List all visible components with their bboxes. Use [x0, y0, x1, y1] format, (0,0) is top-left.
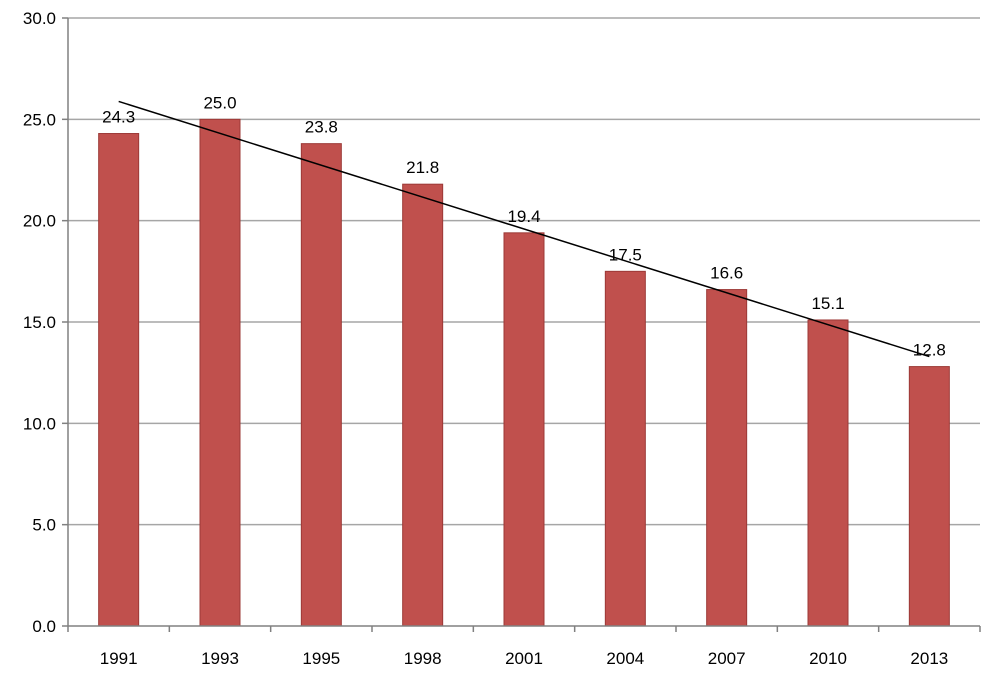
- bar-1998: [402, 183, 444, 627]
- bar-1993: [199, 118, 241, 627]
- trendline-group: [118, 100, 930, 358]
- bar-2004: [604, 270, 646, 627]
- y-tick-label: 20.0: [23, 212, 56, 231]
- x-tick-label-2010: 2010: [809, 649, 847, 668]
- y-tick-label: 25.0: [23, 110, 56, 129]
- data-label-2004: 17.5: [609, 245, 642, 264]
- bar-2013: [908, 366, 950, 627]
- x-tick-label-2004: 2004: [606, 649, 644, 668]
- y-tick-label: 10.0: [23, 414, 56, 433]
- x-tick-label-1993: 1993: [201, 649, 239, 668]
- data-label-1995: 23.8: [305, 118, 338, 137]
- data-label-1991: 24.3: [102, 108, 135, 127]
- y-axis: 0.0 5.0 10.0 15.0 20.0 25.0 30.0: [23, 9, 69, 636]
- x-tick-label-1991: 1991: [100, 649, 138, 668]
- data-label-1998: 21.8: [406, 158, 439, 177]
- x-tick-label-2013: 2013: [910, 649, 948, 668]
- bars: [98, 118, 950, 627]
- bar-2007: [706, 289, 748, 627]
- bar-2010: [807, 319, 849, 627]
- x-tick-label-2001: 2001: [505, 649, 543, 668]
- data-label-2001: 19.4: [507, 207, 540, 226]
- bar-1991: [98, 133, 140, 627]
- y-tick-label: 30.0: [23, 9, 56, 28]
- data-label-2013: 12.8: [913, 341, 946, 360]
- data-label-1993: 25.0: [203, 93, 236, 112]
- x-tick-label-1995: 1995: [302, 649, 340, 668]
- data-label-2010: 15.1: [811, 294, 844, 313]
- x-axis: 1991 1993 1995 1998 2001 2004 2007 2010 2013: [67, 625, 981, 668]
- data-labels: 24.3 25.0 23.8 21.8 19.4 17.5 16.6 15.1 12.8: [102, 93, 946, 359]
- data-label-2007: 16.6: [710, 264, 743, 283]
- x-tick-label-2007: 2007: [708, 649, 746, 668]
- x-tick-label-1998: 1998: [404, 649, 442, 668]
- trendline: [118, 100, 930, 358]
- y-tick-label: 5.0: [32, 516, 56, 535]
- bar-1995: [300, 143, 342, 627]
- y-tick-label: 0.0: [32, 617, 56, 636]
- y-tick-label: 15.0: [23, 313, 56, 332]
- bar-2001: [503, 232, 545, 627]
